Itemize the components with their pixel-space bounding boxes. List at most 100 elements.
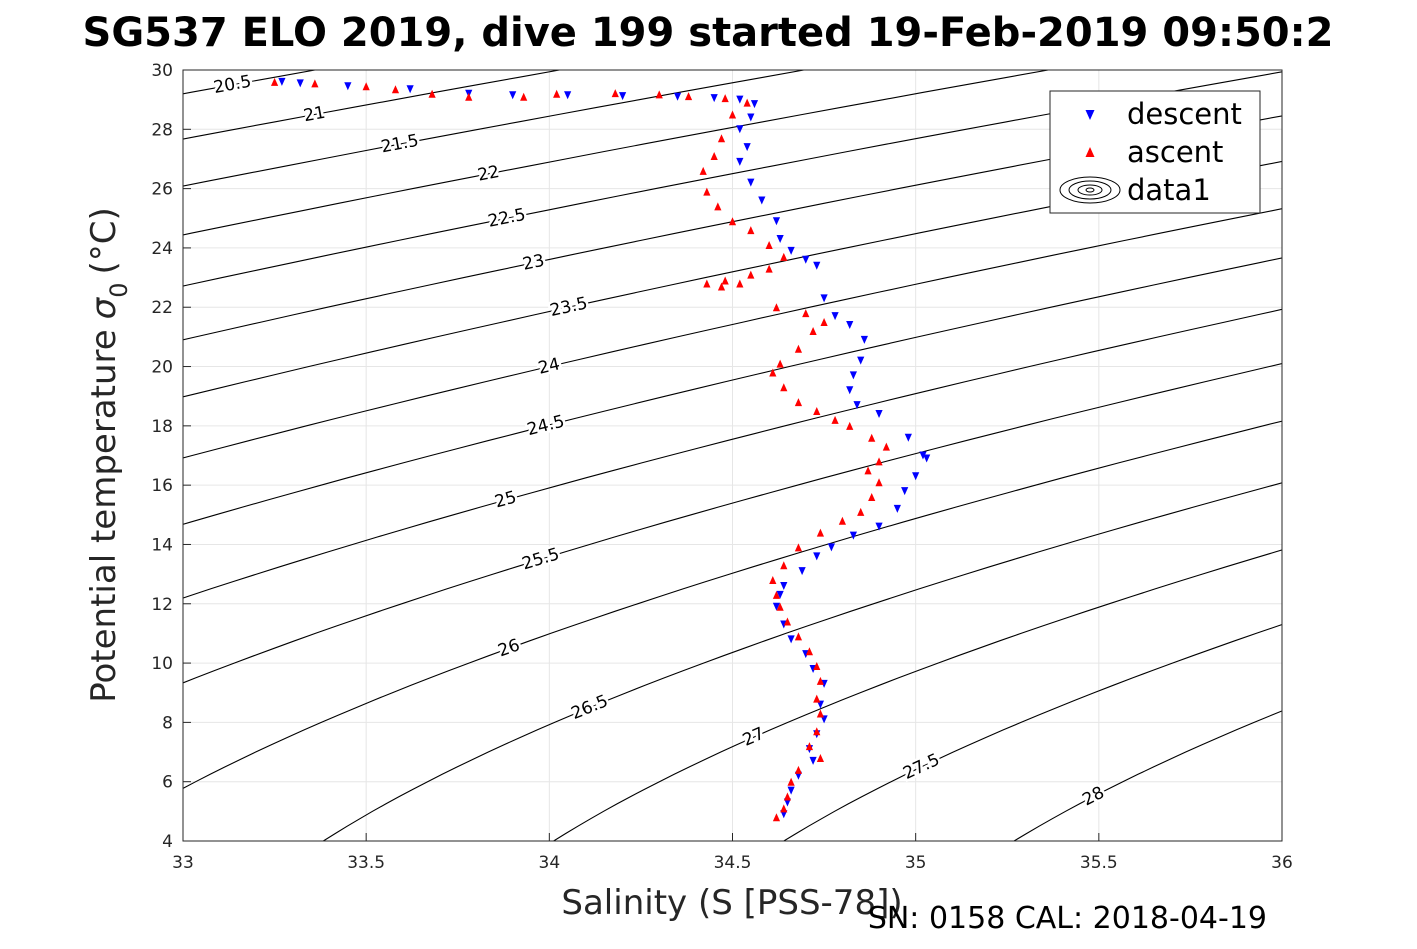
- descent-point: [857, 356, 865, 365]
- ascent-point: [765, 264, 773, 273]
- ascent-point: [553, 89, 561, 98]
- descent-point: [827, 543, 836, 552]
- descent-point: [747, 178, 755, 187]
- legend-ascent-label: ascent: [1127, 135, 1223, 169]
- ascent-point: [794, 543, 803, 552]
- descent-point: [278, 77, 286, 86]
- x-tick-label: 33: [172, 853, 194, 873]
- descent-point: [901, 487, 909, 496]
- x-axis-label: Salinity (S [PSS-78]): [561, 883, 902, 923]
- ascent-point: [311, 79, 319, 88]
- contour-line: [183, 257, 1282, 525]
- ascent-series: [270, 77, 890, 822]
- ascent-point: [728, 110, 737, 119]
- descent-point: [912, 472, 920, 481]
- ascent-point: [710, 151, 718, 160]
- ascent-point: [846, 421, 854, 430]
- descent-point: [813, 261, 821, 270]
- descent-point: [673, 92, 682, 101]
- ascent-point: [780, 804, 788, 813]
- legend-descent-triangle: [1085, 110, 1095, 120]
- ascent-point: [838, 516, 846, 525]
- contour-line: [782, 624, 1282, 841]
- contour-label: 21: [302, 103, 327, 127]
- x-tick-label: 36: [1271, 853, 1293, 873]
- contour-line: [183, 420, 1282, 789]
- y-tick-label: 20: [151, 358, 173, 378]
- descent-point: [923, 454, 931, 463]
- ascent-point: [794, 765, 803, 774]
- descent-point: [772, 217, 781, 226]
- ascent-point: [805, 742, 814, 751]
- x-axis-ticks: 33 33.5 34 34.5 35 35.5 36: [172, 833, 1293, 873]
- ascent-point: [717, 134, 726, 143]
- ascent-point: [776, 602, 784, 611]
- descent-point: [875, 409, 883, 418]
- descent-point: [406, 85, 414, 94]
- y-tick-label: 18: [151, 417, 173, 437]
- ascent-point: [747, 270, 755, 279]
- descent-point: [798, 567, 806, 576]
- descent-point: [919, 451, 927, 460]
- grid-lines: [183, 70, 1282, 841]
- serial-calibration-footer: SN: 0158 CAL: 2018-04-19: [868, 901, 1267, 936]
- ascent-point: [520, 92, 528, 101]
- contour-line: [183, 363, 1282, 684]
- y-tick-label: 16: [151, 476, 173, 496]
- descent-point: [344, 82, 352, 91]
- legend-ascent-triangle: [1085, 147, 1095, 157]
- y-tick-label: 14: [151, 535, 173, 555]
- y-axis-ticks: 4 6 8 10 12 14 16 18 20 22 24 26 28 30: [151, 61, 191, 852]
- ascent-point: [875, 457, 883, 466]
- y-tick-label: 8: [162, 713, 173, 733]
- ascent-point: [611, 89, 619, 98]
- y-tick-label: 26: [151, 180, 173, 200]
- ascent-point: [465, 92, 473, 101]
- descent-point: [831, 312, 839, 321]
- y-axis-label-symbol: σ: [84, 296, 124, 319]
- ascent-point: [362, 82, 370, 91]
- ascent-point: [747, 226, 755, 235]
- x-tick-label: 35.5: [1080, 853, 1118, 873]
- descent-point: [736, 95, 744, 104]
- ascent-point: [772, 590, 781, 599]
- ascent-point: [703, 187, 711, 196]
- legend-descent-marker: [1085, 110, 1095, 120]
- descent-point: [747, 113, 755, 122]
- ascent-point: [780, 383, 788, 392]
- descent-point: [296, 79, 304, 88]
- ascent-point: [813, 662, 821, 671]
- ascent-point: [736, 279, 744, 288]
- ascent-point: [831, 415, 839, 424]
- descent-point: [904, 433, 912, 442]
- x-tick-label: 35: [905, 853, 927, 873]
- ascent-point: [703, 279, 711, 288]
- descent-point: [736, 125, 744, 134]
- ascent-point: [772, 303, 781, 312]
- legend-data1-label: data1: [1127, 173, 1211, 207]
- contour-line: [183, 308, 1282, 599]
- ascent-point: [816, 709, 825, 718]
- y-axis-label-text: Potential temperature: [84, 329, 124, 702]
- ascent-point: [816, 528, 825, 537]
- ascent-point: [743, 98, 751, 107]
- y-tick-label: 12: [151, 595, 173, 615]
- descent-point: [820, 294, 828, 303]
- legend-descent-label: descent: [1127, 97, 1242, 131]
- ascent-point: [805, 647, 814, 656]
- ascent-point: [813, 694, 821, 703]
- ascent-point: [772, 813, 781, 822]
- ascent-point: [699, 166, 707, 175]
- ascent-point: [813, 407, 821, 416]
- ascent-point: [868, 433, 876, 442]
- ascent-point: [794, 632, 803, 641]
- ascent-point: [864, 466, 872, 475]
- ascent-point: [882, 442, 890, 451]
- ascent-point: [802, 309, 810, 318]
- contour-line: [183, 115, 1282, 341]
- ascent-point: [717, 282, 726, 291]
- descent-point: [772, 602, 781, 611]
- legend-ascent-marker: [1085, 147, 1095, 157]
- contour-line: [183, 208, 1282, 459]
